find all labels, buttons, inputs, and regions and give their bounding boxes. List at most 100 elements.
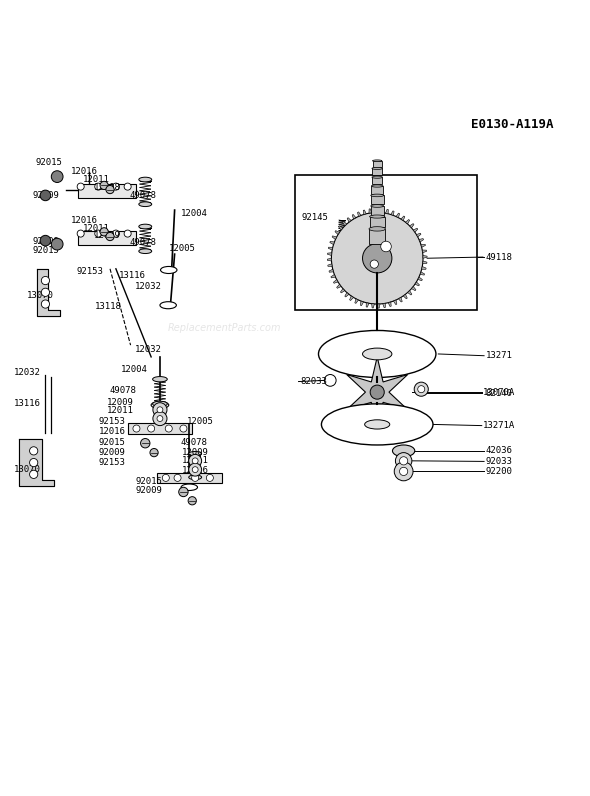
Circle shape	[157, 416, 163, 422]
Text: 12016: 12016	[71, 167, 97, 176]
Polygon shape	[331, 275, 336, 278]
Polygon shape	[391, 211, 394, 216]
Ellipse shape	[369, 227, 385, 231]
Polygon shape	[394, 300, 397, 305]
Polygon shape	[345, 292, 349, 297]
Circle shape	[157, 407, 163, 412]
Text: 92015: 92015	[35, 158, 63, 167]
Circle shape	[153, 412, 167, 426]
Circle shape	[51, 171, 63, 182]
Text: 92009: 92009	[135, 486, 162, 495]
Polygon shape	[388, 302, 391, 306]
Polygon shape	[380, 209, 383, 213]
Circle shape	[40, 236, 51, 246]
Polygon shape	[350, 296, 353, 300]
Bar	[157, 473, 222, 483]
Circle shape	[77, 183, 84, 190]
Text: 12009: 12009	[94, 232, 121, 240]
FancyBboxPatch shape	[295, 175, 477, 310]
Ellipse shape	[139, 178, 152, 182]
Polygon shape	[413, 228, 418, 232]
Ellipse shape	[371, 205, 384, 207]
Circle shape	[124, 230, 131, 237]
Text: 49078: 49078	[181, 438, 207, 447]
Circle shape	[414, 382, 428, 396]
Polygon shape	[422, 261, 427, 263]
Polygon shape	[383, 303, 385, 308]
Ellipse shape	[322, 404, 433, 445]
Text: 92015: 92015	[99, 438, 126, 447]
Text: 92009: 92009	[99, 447, 126, 457]
Circle shape	[370, 385, 384, 399]
Text: 92145: 92145	[301, 213, 328, 221]
Text: 92033: 92033	[486, 457, 513, 466]
Circle shape	[133, 425, 140, 432]
Polygon shape	[417, 233, 421, 237]
Circle shape	[174, 474, 181, 482]
Circle shape	[162, 474, 169, 482]
Text: 92153: 92153	[77, 267, 103, 275]
Ellipse shape	[189, 475, 202, 480]
Ellipse shape	[319, 330, 436, 377]
Polygon shape	[403, 295, 407, 298]
Circle shape	[324, 374, 336, 386]
Text: 92009: 92009	[32, 236, 60, 246]
Text: 12004: 12004	[181, 209, 207, 217]
Text: 92015: 92015	[135, 478, 162, 486]
Circle shape	[192, 466, 198, 473]
Text: 12011: 12011	[182, 456, 209, 466]
Ellipse shape	[372, 160, 382, 162]
Text: 13118: 13118	[96, 302, 122, 311]
Circle shape	[153, 403, 167, 417]
Polygon shape	[332, 236, 337, 240]
Text: 92153: 92153	[99, 417, 126, 426]
Text: 12011: 12011	[107, 406, 134, 415]
Circle shape	[418, 386, 425, 392]
Circle shape	[41, 276, 50, 285]
Text: 12016: 12016	[182, 466, 209, 474]
Circle shape	[189, 455, 202, 467]
Text: E0130-A119A: E0130-A119A	[471, 119, 553, 131]
Bar	[372, 169, 382, 175]
Text: 12005: 12005	[186, 417, 213, 426]
Circle shape	[77, 230, 84, 237]
Text: 13070A: 13070A	[483, 388, 515, 396]
Circle shape	[394, 462, 413, 481]
Text: 12011: 12011	[83, 224, 109, 232]
Polygon shape	[327, 252, 332, 256]
Circle shape	[332, 213, 423, 304]
Bar	[371, 186, 383, 193]
Circle shape	[106, 232, 114, 240]
Polygon shape	[411, 287, 416, 291]
Ellipse shape	[160, 267, 177, 274]
Polygon shape	[419, 239, 424, 242]
Text: 49078: 49078	[129, 192, 156, 201]
Text: 92200: 92200	[486, 467, 513, 476]
Text: 12009: 12009	[107, 398, 134, 407]
Circle shape	[381, 241, 391, 252]
Circle shape	[30, 470, 38, 478]
Text: 12032: 12032	[135, 345, 162, 354]
Circle shape	[106, 185, 114, 193]
Bar	[371, 195, 384, 205]
Text: 92015: 92015	[32, 245, 60, 255]
Ellipse shape	[139, 224, 152, 229]
Ellipse shape	[189, 451, 202, 456]
Ellipse shape	[365, 419, 390, 429]
Bar	[369, 217, 385, 227]
Polygon shape	[409, 224, 414, 228]
Text: 12032: 12032	[14, 369, 41, 377]
Circle shape	[192, 474, 199, 482]
Text: 13116: 13116	[14, 399, 41, 408]
Text: 13070: 13070	[27, 291, 54, 300]
Polygon shape	[330, 241, 335, 244]
Ellipse shape	[392, 445, 415, 457]
Ellipse shape	[372, 176, 382, 178]
Text: 49118: 49118	[486, 252, 513, 262]
Polygon shape	[398, 298, 402, 302]
Ellipse shape	[151, 401, 169, 408]
Text: 92153: 92153	[99, 458, 126, 467]
Bar	[127, 423, 192, 435]
Polygon shape	[422, 267, 426, 269]
Ellipse shape	[139, 249, 152, 254]
